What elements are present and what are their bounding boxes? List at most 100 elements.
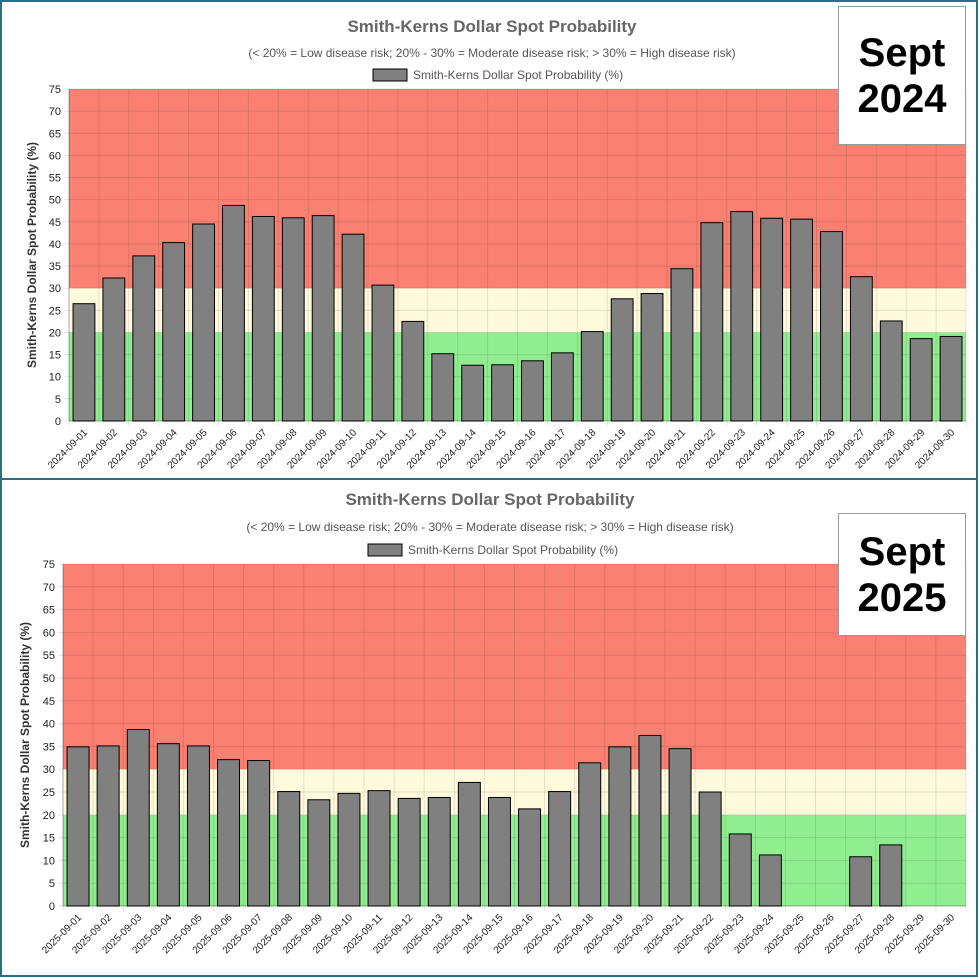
bar [700, 222, 724, 422]
bar [96, 745, 120, 907]
bar [638, 734, 662, 907]
y-tick-label: 65 [43, 605, 55, 617]
bar [156, 743, 180, 907]
chart-svg-2024: Smith-Kerns Dollar Spot Probability (< 20… [25, 17, 967, 471]
risk-band [69, 332, 966, 421]
y-tick-label: 55 [43, 650, 55, 662]
y-tick-label: 10 [43, 855, 55, 867]
y-tick-label: 55 [49, 173, 61, 185]
y-tick-label: 60 [49, 150, 61, 162]
bar [728, 833, 752, 907]
bar [879, 320, 903, 422]
bar [251, 215, 275, 422]
bar [849, 856, 873, 907]
y-tick-label: 0 [49, 901, 55, 913]
y-tick-label: 75 [43, 559, 55, 571]
bar [491, 364, 514, 422]
risk-band [63, 769, 966, 815]
y-tick-label: 45 [43, 696, 55, 708]
bar [730, 211, 754, 422]
legend-swatch [367, 543, 403, 557]
bar [548, 791, 572, 907]
bar [487, 796, 511, 907]
y-tick-label: 40 [43, 719, 55, 731]
bar [192, 223, 215, 422]
badge-year: 2025 [857, 575, 947, 620]
risk-band [69, 288, 966, 333]
bar [186, 745, 210, 907]
bar [341, 233, 365, 422]
y-tick-label: 75 [49, 84, 61, 96]
bar [939, 335, 963, 422]
bar [217, 759, 241, 907]
bar [337, 792, 361, 907]
legend-swatch [372, 68, 408, 82]
bar [427, 796, 451, 907]
bar [909, 338, 933, 422]
bar [640, 293, 664, 422]
chart-subtitle: (< 20% = Low disease risk; 20% - 30% = M… [246, 520, 733, 534]
bar [879, 844, 903, 907]
y-tick-label: 10 [49, 372, 61, 384]
bar [578, 762, 602, 907]
y-tick-label: 35 [49, 261, 61, 273]
bar [371, 284, 395, 422]
bar [518, 808, 542, 907]
y-tick-label: 15 [43, 833, 55, 845]
y-tick-label: 5 [49, 878, 55, 890]
bar [698, 791, 722, 907]
chart-subtitle: (< 20% = Low disease risk; 20% - 30% = M… [248, 46, 735, 60]
chart-title: Smith-Kerns Dollar Spot Probability [345, 490, 635, 509]
y-axis-label: Smith-Kerns Dollar Spot Probability (%) [25, 142, 39, 368]
badge-month: Sept [858, 529, 946, 574]
y-tick-label: 0 [55, 416, 61, 428]
bar [222, 204, 245, 422]
y-tick-label: 50 [43, 673, 55, 685]
bar [457, 781, 481, 907]
y-tick-label: 60 [43, 627, 55, 639]
legend-label: Smith-Kerns Dollar Spot Probability (%) [408, 543, 618, 557]
bar [162, 242, 186, 422]
month-badge-2024: Sept 2024 [838, 6, 966, 145]
y-tick-label: 40 [49, 239, 61, 251]
bar [790, 218, 813, 422]
y-tick-label: 30 [43, 764, 55, 776]
bar [277, 791, 301, 907]
bar [550, 352, 574, 422]
chart-svg-2025: Smith-Kerns Dollar Spot Probability (< 20… [18, 490, 967, 956]
chart-panel-2024: Smith-Kerns Dollar Spot Probability (< 20… [0, 0, 978, 481]
y-tick-label: 70 [43, 582, 55, 594]
bar [521, 360, 544, 422]
y-tick-label: 35 [43, 741, 55, 753]
bar [610, 298, 634, 422]
bar [397, 797, 421, 907]
y-tick-label: 5 [55, 394, 61, 406]
y-tick-label: 20 [43, 810, 55, 822]
risk-band [69, 89, 966, 289]
bar [758, 854, 782, 907]
bar [72, 303, 96, 422]
month-badge-2025: Sept 2025 [838, 513, 966, 636]
bar [760, 217, 784, 422]
bar [102, 277, 126, 422]
bar [580, 331, 604, 422]
badge-year: 2024 [857, 76, 947, 121]
bar [461, 364, 485, 422]
bar [820, 231, 843, 422]
chart-panel-2025: Smith-Kerns Dollar Spot Probability (< 20… [0, 478, 978, 977]
legend-label: Smith-Kerns Dollar Spot Probability (%) [413, 68, 623, 82]
bar [126, 729, 150, 907]
bar [849, 276, 873, 422]
bar [311, 215, 335, 422]
bar [668, 748, 692, 907]
bar [431, 353, 455, 422]
y-tick-label: 65 [49, 128, 61, 140]
bar [66, 746, 90, 907]
bar [132, 255, 156, 422]
y-tick-label: 50 [49, 195, 61, 207]
bar [670, 268, 694, 422]
y-tick-label: 70 [49, 106, 61, 118]
bar [307, 799, 331, 907]
risk-band [63, 564, 966, 770]
y-axis-label: Smith-Kerns Dollar Spot Probability (%) [18, 622, 32, 848]
